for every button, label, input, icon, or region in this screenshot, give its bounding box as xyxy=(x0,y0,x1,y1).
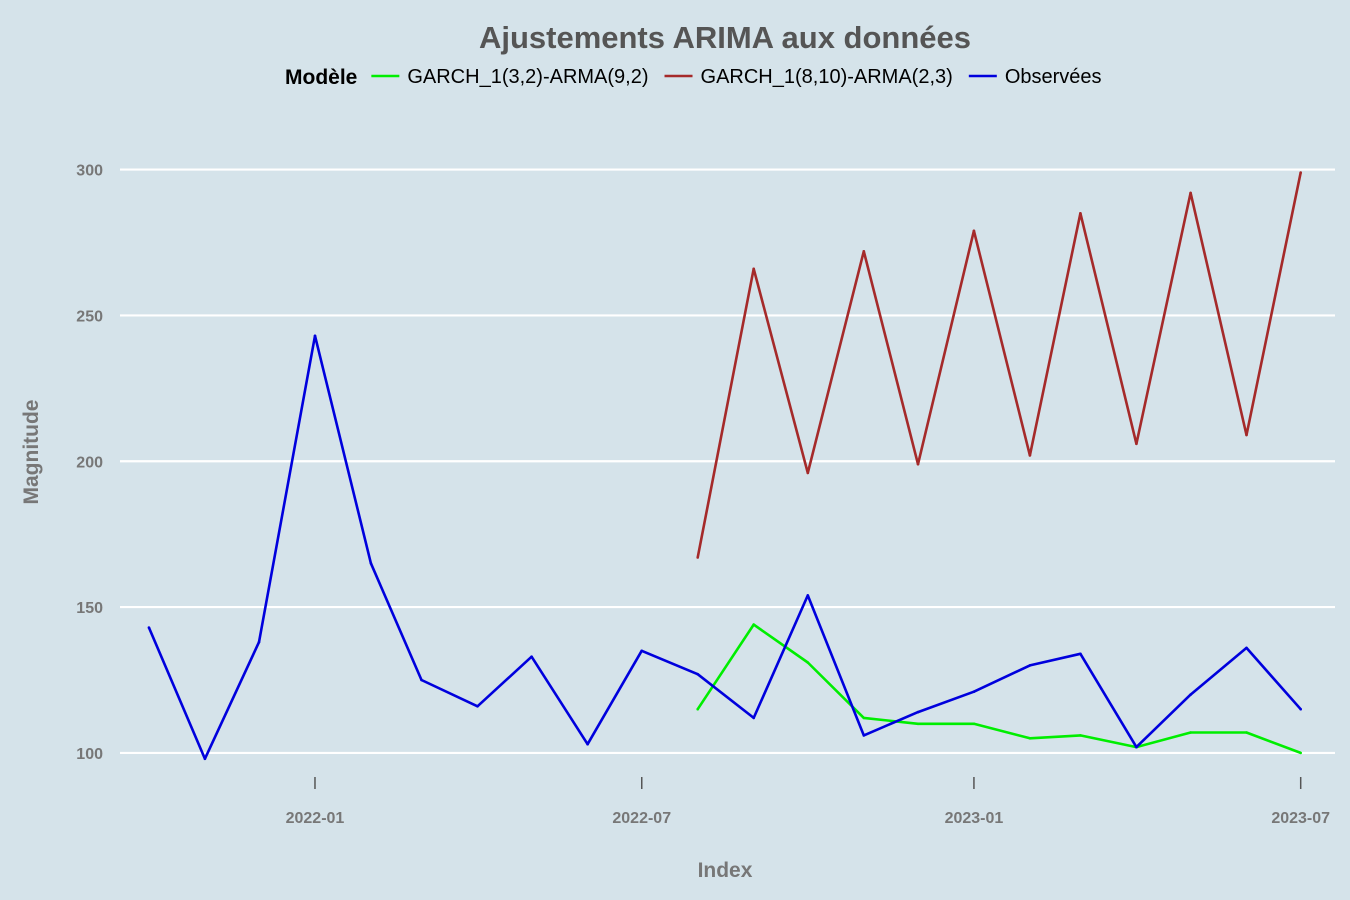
y-tick-label: 300 xyxy=(76,163,103,180)
data-point xyxy=(1135,745,1138,749)
data-point xyxy=(862,250,866,253)
data-point xyxy=(1189,693,1192,696)
data-point xyxy=(640,649,643,653)
data-point xyxy=(972,722,976,726)
x-tick-label: 2023-01 xyxy=(945,810,1004,827)
data-point xyxy=(916,722,920,726)
data-point xyxy=(586,742,589,746)
data-point xyxy=(696,672,699,676)
data-point xyxy=(1028,454,1032,457)
series-layer xyxy=(147,171,1302,761)
data-point xyxy=(696,556,699,559)
data-point xyxy=(1299,171,1302,174)
data-point xyxy=(806,661,810,664)
data-point xyxy=(1079,652,1082,656)
data-point xyxy=(972,229,976,233)
data-point xyxy=(1245,731,1248,734)
legend-label: GARCH_1(3,2)-ARMA(9,2) xyxy=(407,66,648,88)
data-point xyxy=(806,594,810,597)
data-point xyxy=(862,734,866,737)
data-point xyxy=(1079,212,1082,215)
data-point xyxy=(147,626,151,629)
data-point xyxy=(203,757,207,761)
data-point xyxy=(1189,191,1192,195)
data-point xyxy=(916,462,920,466)
series-line-3 xyxy=(147,334,1302,761)
x-tick-label: 2022-07 xyxy=(612,810,671,827)
series-line-1 xyxy=(696,623,1302,755)
data-point xyxy=(369,562,373,565)
x-tick-label: 2023-07 xyxy=(1271,810,1330,827)
x-axis-title: Index xyxy=(698,859,753,882)
data-point xyxy=(916,710,920,714)
data-point xyxy=(752,716,755,720)
legend-title: Modèle xyxy=(285,66,357,89)
data-point xyxy=(420,678,423,682)
data-point xyxy=(476,705,479,708)
data-point xyxy=(752,267,755,271)
data-point xyxy=(1079,734,1082,737)
y-tick-label: 200 xyxy=(76,454,103,471)
x-axis: 2022-01 2022-07 2023-01 2023-07 xyxy=(286,777,1330,827)
y-tick-label: 150 xyxy=(76,600,103,617)
x-tick-label: 2022-01 xyxy=(286,810,345,827)
legend: Modèle GARCH_1(3,2)-ARMA(9,2) GARCH_1(8,1… xyxy=(285,66,1102,89)
data-point xyxy=(1028,664,1032,667)
data-point xyxy=(1245,646,1248,650)
data-point xyxy=(806,471,810,475)
y-axis: 100 150 200 250 300 xyxy=(76,163,103,763)
data-point xyxy=(1245,433,1248,437)
y-axis-title: Magnitude xyxy=(20,400,43,505)
chart-title: Ajustements ARIMA aux données xyxy=(479,20,971,55)
data-point xyxy=(1028,737,1032,740)
data-point xyxy=(313,334,317,338)
data-point xyxy=(1299,751,1302,755)
y-tick-label: 250 xyxy=(76,308,103,325)
data-point xyxy=(752,623,755,626)
data-point xyxy=(1135,442,1138,446)
y-tick-label: 100 xyxy=(76,746,103,763)
data-point xyxy=(1189,731,1192,734)
legend-label: Observées xyxy=(1005,66,1102,88)
series-line-2 xyxy=(696,172,1302,558)
data-point xyxy=(862,716,866,720)
data-point xyxy=(257,640,261,644)
data-point xyxy=(972,690,976,693)
data-point xyxy=(696,707,699,711)
data-point xyxy=(1299,707,1302,711)
grid xyxy=(120,168,1335,755)
data-point xyxy=(530,655,533,658)
legend-label: GARCH_1(8,10)-ARMA(2,3) xyxy=(701,66,953,88)
